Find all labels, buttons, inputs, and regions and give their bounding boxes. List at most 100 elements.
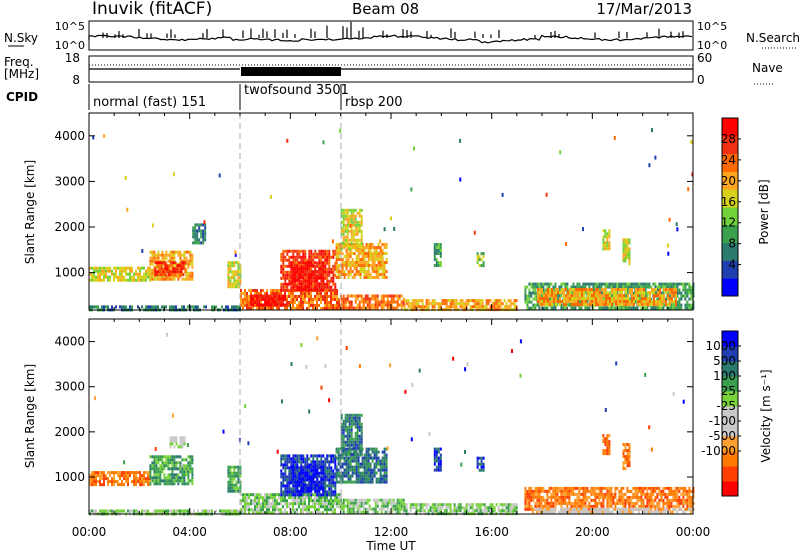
power-cell [633,303,635,307]
velocity-cell [334,466,337,470]
power-cell [564,282,567,286]
power-cell [355,261,358,264]
velocity-cell [349,465,352,469]
power-cell [169,253,172,257]
power-cell [336,301,338,304]
velocity-cell [109,471,111,475]
power-cell [611,303,613,307]
velocity-cell [235,509,237,513]
velocity-cell [163,467,166,471]
velocity-cell [300,454,303,458]
power-cell [151,271,154,275]
velocity-cell [181,436,184,440]
power-cell [622,306,625,310]
velocity-cell [371,447,374,451]
power-cell [237,261,240,265]
power-cell [290,301,292,304]
velocity-cell [231,480,234,484]
power-cell [674,282,677,286]
power-cell [376,297,379,301]
power-cell [383,273,386,276]
power-cell [625,288,627,292]
velocity-cell [302,505,304,509]
power-cell [345,267,348,270]
power-cell [185,250,188,254]
power-scatter-point [124,176,127,180]
velocity-cell [346,419,349,423]
velocity-cell [256,511,258,515]
power-cell [227,264,230,268]
power-cell [367,258,370,261]
power-cell [435,302,438,306]
velocity-cell [371,474,374,478]
velocity-cell [290,496,292,500]
power-cell [335,264,338,267]
power-cell [505,302,508,306]
power-cell [356,229,359,233]
power-cell [200,232,203,236]
power-cell [577,303,579,307]
power-cell [173,305,175,309]
velocity-cell [139,477,141,481]
velocity-cell [334,457,337,461]
velocity-cell [316,474,319,478]
velocity-cell [244,502,246,506]
velocity-cell [115,480,117,484]
power-cell [322,295,324,298]
velocity-cell [308,489,311,493]
power-cell [407,299,410,303]
power-cell [302,267,305,271]
velocity-cell [371,450,374,454]
power-cell [95,305,97,309]
power-cell [310,267,313,271]
velocity-cell [288,496,290,500]
velocity-cell [347,459,350,463]
power-cell [312,261,315,265]
power-cell [115,272,117,276]
power-cell [306,288,309,292]
velocity-cell [197,509,199,513]
power-cell [340,306,343,310]
power-cell [666,282,669,286]
power-cell [373,276,376,279]
power-cell [328,249,331,253]
velocity-cell [322,496,324,500]
power-cell [256,297,259,301]
velocity-cell [288,502,290,506]
velocity-cell [312,463,315,467]
power-cell [350,217,353,221]
power-cell [600,282,603,286]
velocity-cell [137,509,139,513]
velocity-cell [135,471,137,475]
velocity-cell [183,439,186,443]
velocity-cell [179,479,182,483]
power-cell [192,235,195,239]
power-cell [298,288,301,292]
velocity-cell [326,484,329,488]
velocity-cell [354,440,357,444]
power-cell [369,249,372,252]
velocity-cell [111,471,113,475]
power-cell [653,288,655,292]
power-cell [542,306,545,310]
power-cell [674,285,677,289]
power-cell [626,238,629,242]
velocity-cell [324,472,327,476]
power-cell [370,303,373,307]
velocity-cell [338,499,340,503]
power-cell [334,252,337,256]
power-patch-6 [240,289,342,310]
power-cell [349,264,352,267]
power-cell [386,294,389,298]
velocity-cell [330,490,333,494]
velocity-cell [171,467,174,471]
power-cell [343,255,346,258]
velocity-cell [290,502,292,506]
velocity-cell [185,467,188,471]
power-cell [240,295,242,298]
velocity-cell [324,466,327,470]
power-cell [121,266,123,270]
power-cell [310,270,313,274]
power-cell [200,235,203,239]
power-cell [354,244,357,248]
